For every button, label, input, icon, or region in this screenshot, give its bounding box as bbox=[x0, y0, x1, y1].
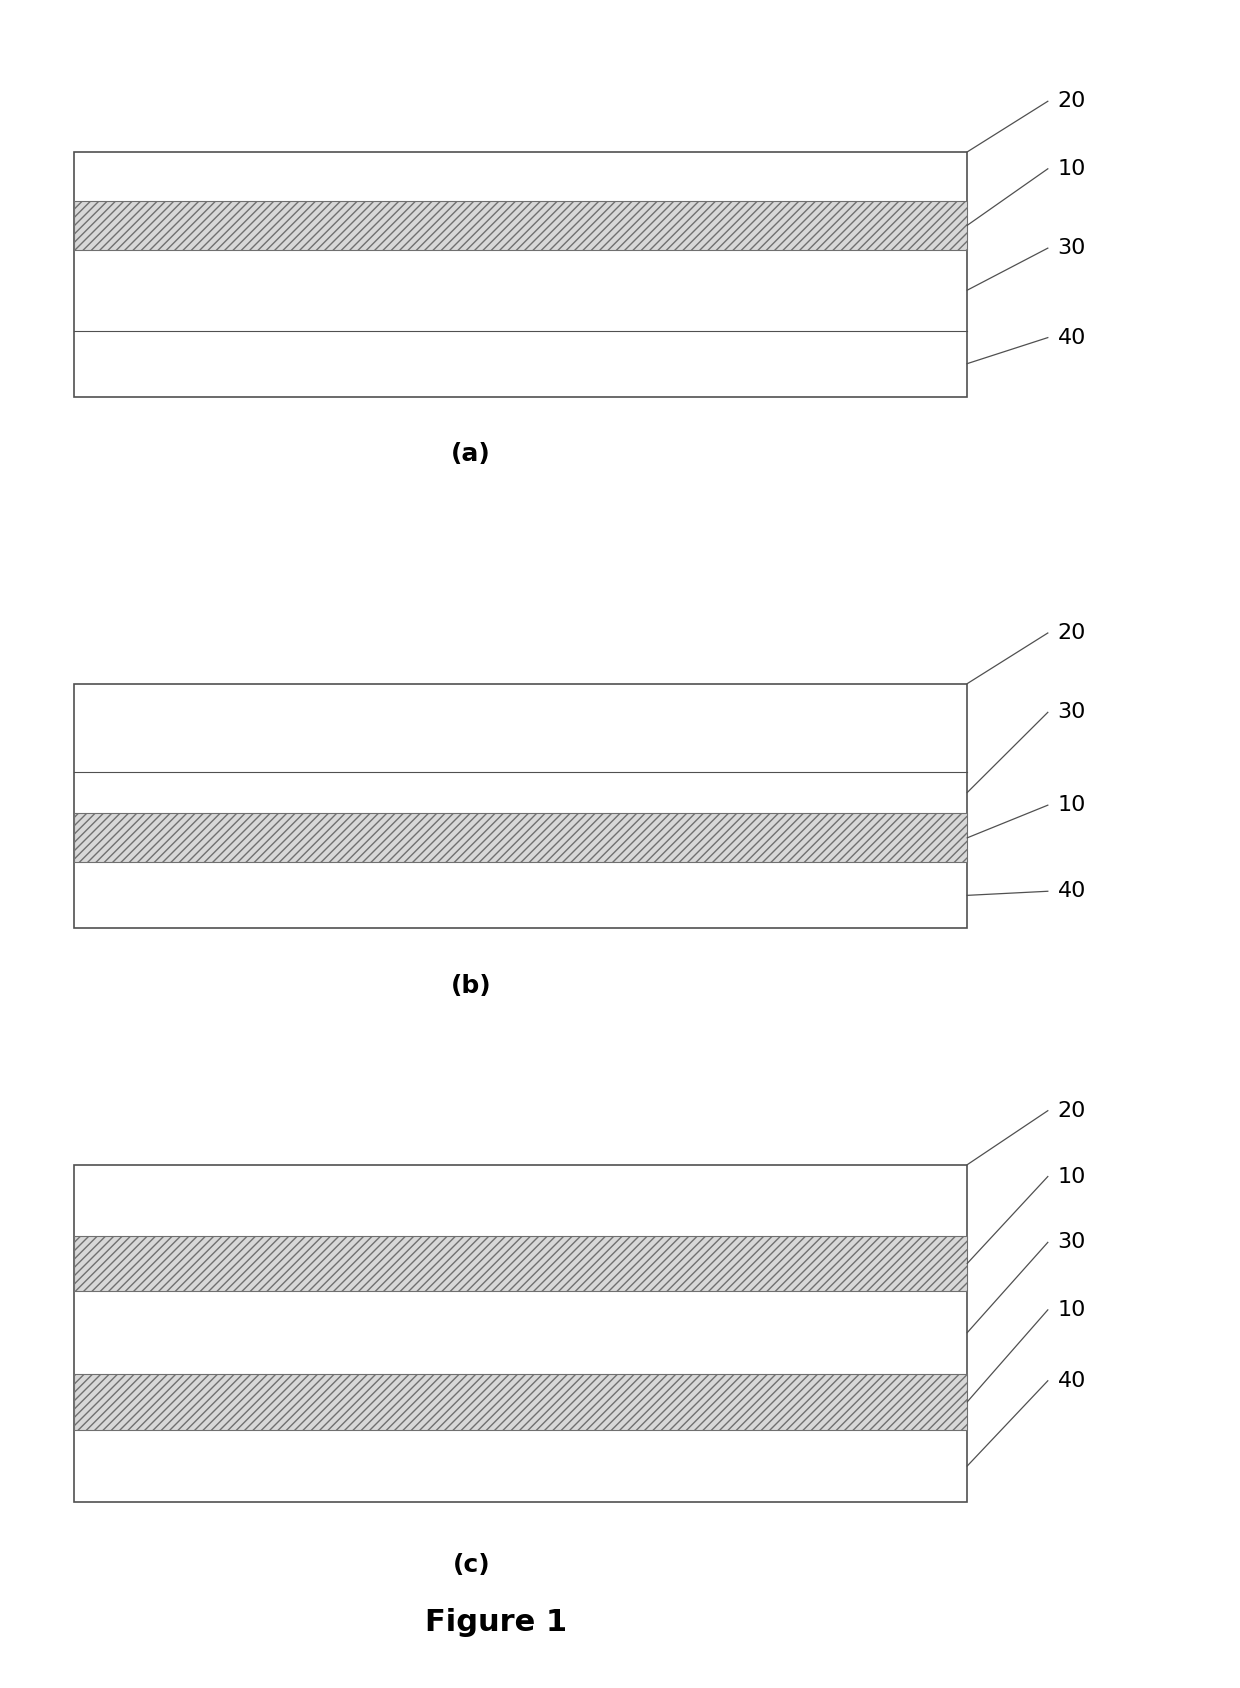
Bar bbox=[74, 201, 967, 250]
Bar bbox=[74, 684, 967, 928]
Text: (c): (c) bbox=[453, 1553, 490, 1577]
Text: 10: 10 bbox=[1058, 795, 1086, 815]
Text: 20: 20 bbox=[1058, 91, 1086, 111]
Bar bbox=[74, 1374, 967, 1430]
Bar bbox=[74, 814, 967, 863]
Text: (b): (b) bbox=[451, 974, 491, 998]
Bar bbox=[74, 152, 967, 397]
Bar bbox=[74, 1165, 967, 1502]
Text: 20: 20 bbox=[1058, 1101, 1086, 1121]
Text: 10: 10 bbox=[1058, 1166, 1086, 1187]
Text: 30: 30 bbox=[1058, 1232, 1086, 1252]
Text: 40: 40 bbox=[1058, 881, 1086, 901]
Text: Figure 1: Figure 1 bbox=[425, 1609, 567, 1637]
Text: 30: 30 bbox=[1058, 238, 1086, 258]
Text: 40: 40 bbox=[1058, 327, 1086, 348]
Text: 10: 10 bbox=[1058, 1300, 1086, 1320]
Text: 10: 10 bbox=[1058, 159, 1086, 179]
Text: 20: 20 bbox=[1058, 623, 1086, 643]
Text: 40: 40 bbox=[1058, 1371, 1086, 1391]
Bar bbox=[74, 1236, 967, 1291]
Text: 30: 30 bbox=[1058, 702, 1086, 722]
Text: (a): (a) bbox=[451, 442, 491, 466]
